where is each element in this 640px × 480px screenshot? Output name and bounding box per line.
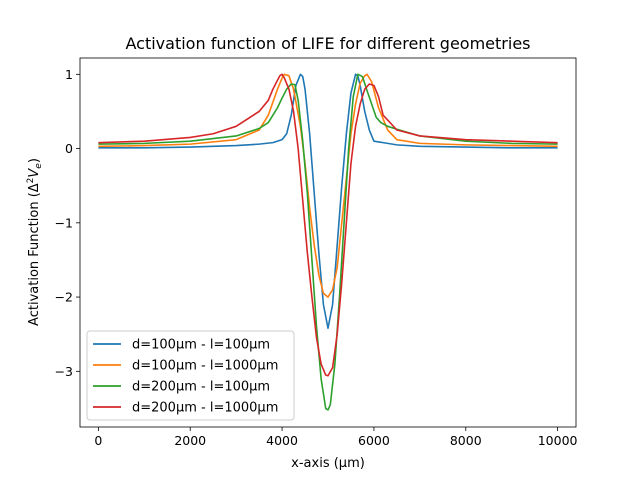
y-axis-label-main: Activation Function (Δ [27,183,42,326]
x-axis-ticks: 0 2000 4000 6000 8000 10000 [94,427,578,448]
y-axis-label-variable: V [27,168,42,178]
series-line-4 [98,73,558,377]
series-line-2 [98,73,558,298]
y-axis-label-superscript: 2 [26,178,36,184]
series-group [98,73,558,411]
legend-label-4: d=200µm - l=1000µm [132,401,278,416]
y-axis-label-subscript: e [34,163,44,169]
y-tick-label: 1 [65,67,73,82]
chart-title: Activation function of LIFE for differen… [126,34,531,53]
legend: d=100µm - l=100µm d=100µm - l=1000µm d=200… [86,330,295,421]
y-tick-label: −2 [55,290,73,305]
y-tick-label: 0 [65,141,73,156]
legend-label-1: d=100µm - l=100µm [132,338,270,353]
plot-frame [79,57,577,428]
series-line-3 [98,73,558,411]
x-tick-label: 0 [94,433,102,448]
x-tick-label: 6000 [358,433,390,448]
legend-label-2: d=100µm - l=1000µm [132,359,278,374]
legend-label-3: d=200µm - l=100µm [132,380,270,395]
legend-box [86,330,295,421]
y-axis-ticks: 1 0 −1 −2 −3 [55,67,80,379]
x-tick-label: 4000 [266,433,298,448]
x-tick-label: 10000 [538,433,578,448]
x-axis-label: x-axis (µm) [291,456,365,471]
x-tick-label: 2000 [174,433,206,448]
y-axis-label-end: ) [27,158,42,163]
series-line-1 [98,73,558,330]
y-axis-label: Activation Function (Δ2Ve) [26,158,44,326]
y-tick-label: −1 [55,215,73,230]
x-tick-label: 8000 [450,433,482,448]
legend-entries: d=100µm - l=100µm d=100µm - l=1000µm d=200… [93,338,278,416]
y-tick-label: −3 [55,364,73,379]
